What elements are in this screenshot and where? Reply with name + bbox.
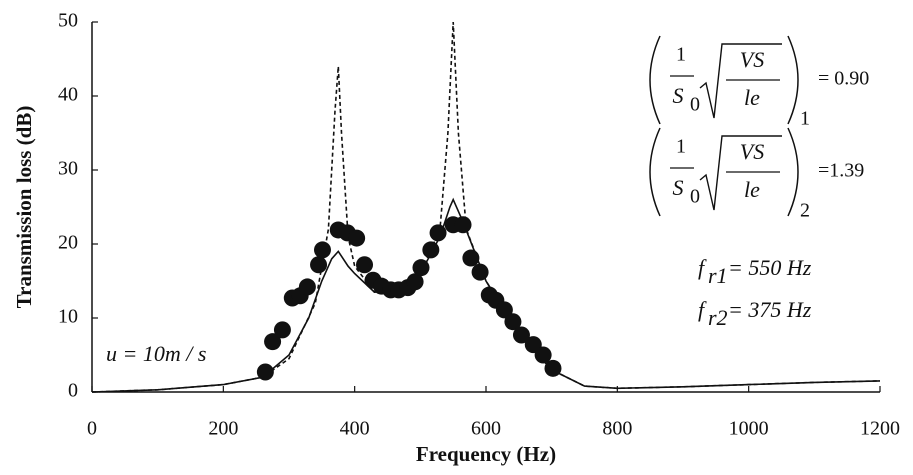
data-point [462,249,480,267]
formula-text: = 0.90 [818,68,869,90]
formula-text: le [744,177,760,202]
data-point [454,216,472,234]
data-point [544,359,562,377]
formula-text: VS [740,47,764,72]
root-sign [699,43,782,119]
formula-text: le [744,85,760,110]
resonance-value: = 375 Hz [728,297,812,322]
x-tick-label: 1200 [860,418,900,440]
data-point [422,241,440,259]
x-tick-label: 200 [208,418,238,440]
dashed-line [91,21,881,393]
data-point [313,241,331,259]
data-point [298,278,316,296]
resonance-value: = 550 Hz [728,255,812,280]
bracket [787,127,799,217]
formula-text: S [673,175,684,200]
y-tick-label: 10 [58,306,78,328]
data-point [495,301,513,319]
formula: 1 S 0 VS le 1 = 0.90 [649,35,869,130]
y-tick-label: 40 [58,84,78,106]
y-tick-label: 20 [58,232,78,254]
x-axis-title: Frequency (Hz) [416,442,556,466]
formula-text: =1.39 [818,160,864,182]
bracket [649,35,661,125]
y-tick-label: 30 [58,158,78,180]
data-point [264,333,282,351]
resonance-sub: r2 [708,305,728,330]
x-tick-label: 1000 [729,418,769,440]
x-tick-label: 400 [340,418,370,440]
data-point [256,363,274,381]
bracket [787,35,799,125]
formula-text: VS [740,139,764,164]
formula-text: 2 [800,200,810,222]
y-tick-label: 0 [68,380,78,402]
root-sign [699,135,782,211]
x-tick-label: 600 [471,418,501,440]
formula-text: 1 [676,136,686,158]
data-point [534,346,552,364]
data-point [348,229,366,247]
y-axis-title: Transmission loss (dB) [12,106,36,309]
data-point [412,259,430,277]
data-point [471,263,489,281]
formula-text: 0 [690,94,700,116]
resonance-symbol: f [698,255,707,280]
bracket [649,127,661,217]
resonance-symbol: f [698,297,707,322]
data-point [356,256,374,274]
data-point [512,326,530,344]
speed-note: u = 10m / s [106,341,206,366]
data-point [429,224,447,242]
y-tick-label: 50 [58,10,78,32]
x-tick-label: 0 [87,418,97,440]
formula-text: 1 [800,108,810,130]
resonance-sub: r1 [708,263,728,288]
data-point [310,256,328,274]
data-point [406,273,424,291]
formula: 1 S 0 VS le 2 =1.39 [649,127,864,222]
x-tick-label: 800 [602,418,632,440]
formula-text: 0 [690,186,700,208]
formula-text: 1 [676,44,686,66]
data-point [504,313,522,331]
formula-text: S [673,83,684,108]
data-point [273,321,291,339]
